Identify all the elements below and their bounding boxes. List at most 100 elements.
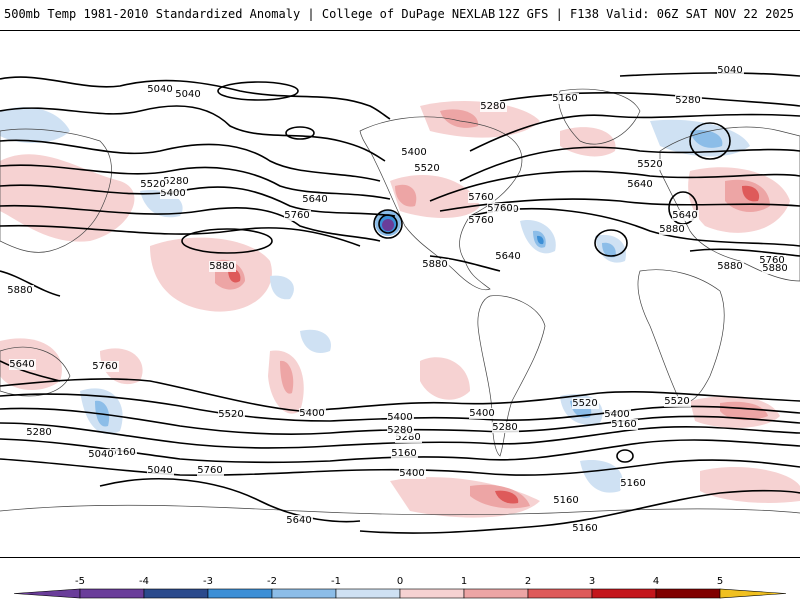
antarctica-coast <box>0 504 800 516</box>
contour-label: 5040 <box>147 84 172 95</box>
contour-5520 <box>429 170 800 202</box>
contour-label: 5040 <box>175 89 200 100</box>
contour-label-bg <box>762 263 789 274</box>
colorbar-box <box>335 588 401 599</box>
colorbar-tick-label: -1 <box>331 576 341 587</box>
contour-label: 5760 <box>92 361 117 372</box>
warm-anomaly-region <box>700 466 800 503</box>
greenland-coast <box>558 88 641 145</box>
closed-low-contour <box>378 214 398 234</box>
anomaly-shading <box>0 101 800 518</box>
contour-label: 5760 <box>487 203 512 214</box>
contour-label-bg <box>604 409 631 420</box>
contour-label: 5880 <box>659 224 684 235</box>
contour-label-bg <box>147 465 174 476</box>
contour-label-bg <box>299 408 326 419</box>
contour-label-bg <box>399 468 426 479</box>
contour-label-bg <box>759 255 786 266</box>
contour-label-bg <box>553 495 580 506</box>
contour-label: 5760 <box>468 192 493 203</box>
contour-label-bg <box>717 65 744 76</box>
colorbar-box <box>527 588 593 599</box>
contour-5880 <box>0 360 61 382</box>
cold-anomaly-region <box>270 275 294 300</box>
colorbar-box <box>591 588 657 599</box>
contour-label: 5880 <box>7 285 32 296</box>
contour-label: 5760 <box>759 255 784 266</box>
contour-label: 5040 <box>147 465 172 476</box>
contour-label: 5520 <box>218 409 243 420</box>
warm-anomaly-region <box>440 109 479 128</box>
contour-5880-closed <box>181 228 273 254</box>
warm-anomaly-region <box>720 401 768 421</box>
colorbar-tick-label: -3 <box>203 576 213 587</box>
contour-5880 <box>429 255 501 272</box>
contour-label-bg <box>487 203 514 214</box>
colorbar-box <box>271 588 337 599</box>
cold-anomaly-region <box>300 329 331 353</box>
colorbar-box <box>79 588 145 599</box>
contour-label-bg <box>387 412 414 423</box>
contour-label: 5520 <box>664 396 689 407</box>
header: 500mb Temp 1981-2010 Standardized Anomal… <box>0 0 800 30</box>
contour-label-bg <box>627 179 654 190</box>
map-title: 500mb Temp 1981-2010 Standardized Anomal… <box>4 7 496 21</box>
contour-label: 5160 <box>110 447 135 458</box>
contour-label-bg <box>480 101 507 112</box>
contour-label: 5640 <box>9 359 34 370</box>
contour-label: 5520 <box>414 163 439 174</box>
cold-anomaly-region <box>602 242 616 258</box>
contour-label: 5400 <box>399 468 424 479</box>
contour-label-bg <box>218 409 245 420</box>
contour-5280 <box>0 139 381 182</box>
contour-label-bg <box>92 361 119 372</box>
warm-anomaly-region <box>390 175 480 218</box>
warm-anomaly-region <box>495 490 519 504</box>
map-canvas: 5040 504050405160528052805280540054005520… <box>0 65 800 534</box>
contour-label: 5160 <box>611 419 636 430</box>
colorbar-box <box>399 588 465 599</box>
anomaly-map[interactable]: 5040 5040 5040 5160 5280 5280 5280 5400 5400 5520… <box>0 30 800 558</box>
colorbar-tick-label: 4 <box>653 576 659 587</box>
contour-5520 <box>0 184 396 217</box>
contour-label: 5280 <box>480 101 505 112</box>
contour-5160 <box>499 91 800 107</box>
contour-label-bg <box>140 179 167 190</box>
contour-labels: 5040 504050405160528052805280540054005520… <box>7 65 789 534</box>
contour-label: 5400 <box>469 408 494 419</box>
colorbar-box <box>207 588 273 599</box>
contour-label-bg <box>422 259 449 270</box>
contour-label-bg <box>469 408 496 419</box>
contour-label: 5400 <box>299 408 324 419</box>
contour-5400 <box>459 146 800 182</box>
colorbar-extend-low <box>13 588 81 599</box>
contour-label: 5880 <box>762 263 787 274</box>
colorbar-boxes <box>13 588 787 599</box>
colorbar-extend-high <box>719 588 787 599</box>
colorbar-canvas: -5 -4 -3 -2 -1 0 1 2 3 4 5 <box>13 576 787 599</box>
contour-label: 5160 <box>620 478 645 489</box>
contour-label-bg <box>675 95 702 106</box>
contour-label: 5160 <box>553 495 578 506</box>
contour-label: 5280 <box>163 176 188 187</box>
contour-label-bg <box>387 425 414 436</box>
contour-label-bg <box>672 210 699 221</box>
contour-label-bg <box>659 224 686 235</box>
contour-label-bg <box>717 261 744 272</box>
colorbar-tick-label: 2 <box>525 576 531 587</box>
contour-label-bg <box>611 419 638 430</box>
warm-anomaly-region <box>280 360 294 394</box>
contour-5400 <box>0 164 391 200</box>
cold-anomaly-core <box>382 219 394 231</box>
south-america-coast <box>477 295 546 457</box>
contour-5760 <box>0 378 800 412</box>
contour-label: 5160 <box>552 93 577 104</box>
contour-label-bg <box>572 398 599 409</box>
contour-label: 5760 <box>197 465 222 476</box>
contour-label-bg <box>88 449 115 460</box>
contour-label: 5880 <box>209 261 234 272</box>
contour-5040 <box>0 76 391 120</box>
contour-label-bg <box>468 215 495 226</box>
eurasia-west-coast <box>0 128 112 253</box>
colorbar-tick-label: -4 <box>139 576 149 587</box>
